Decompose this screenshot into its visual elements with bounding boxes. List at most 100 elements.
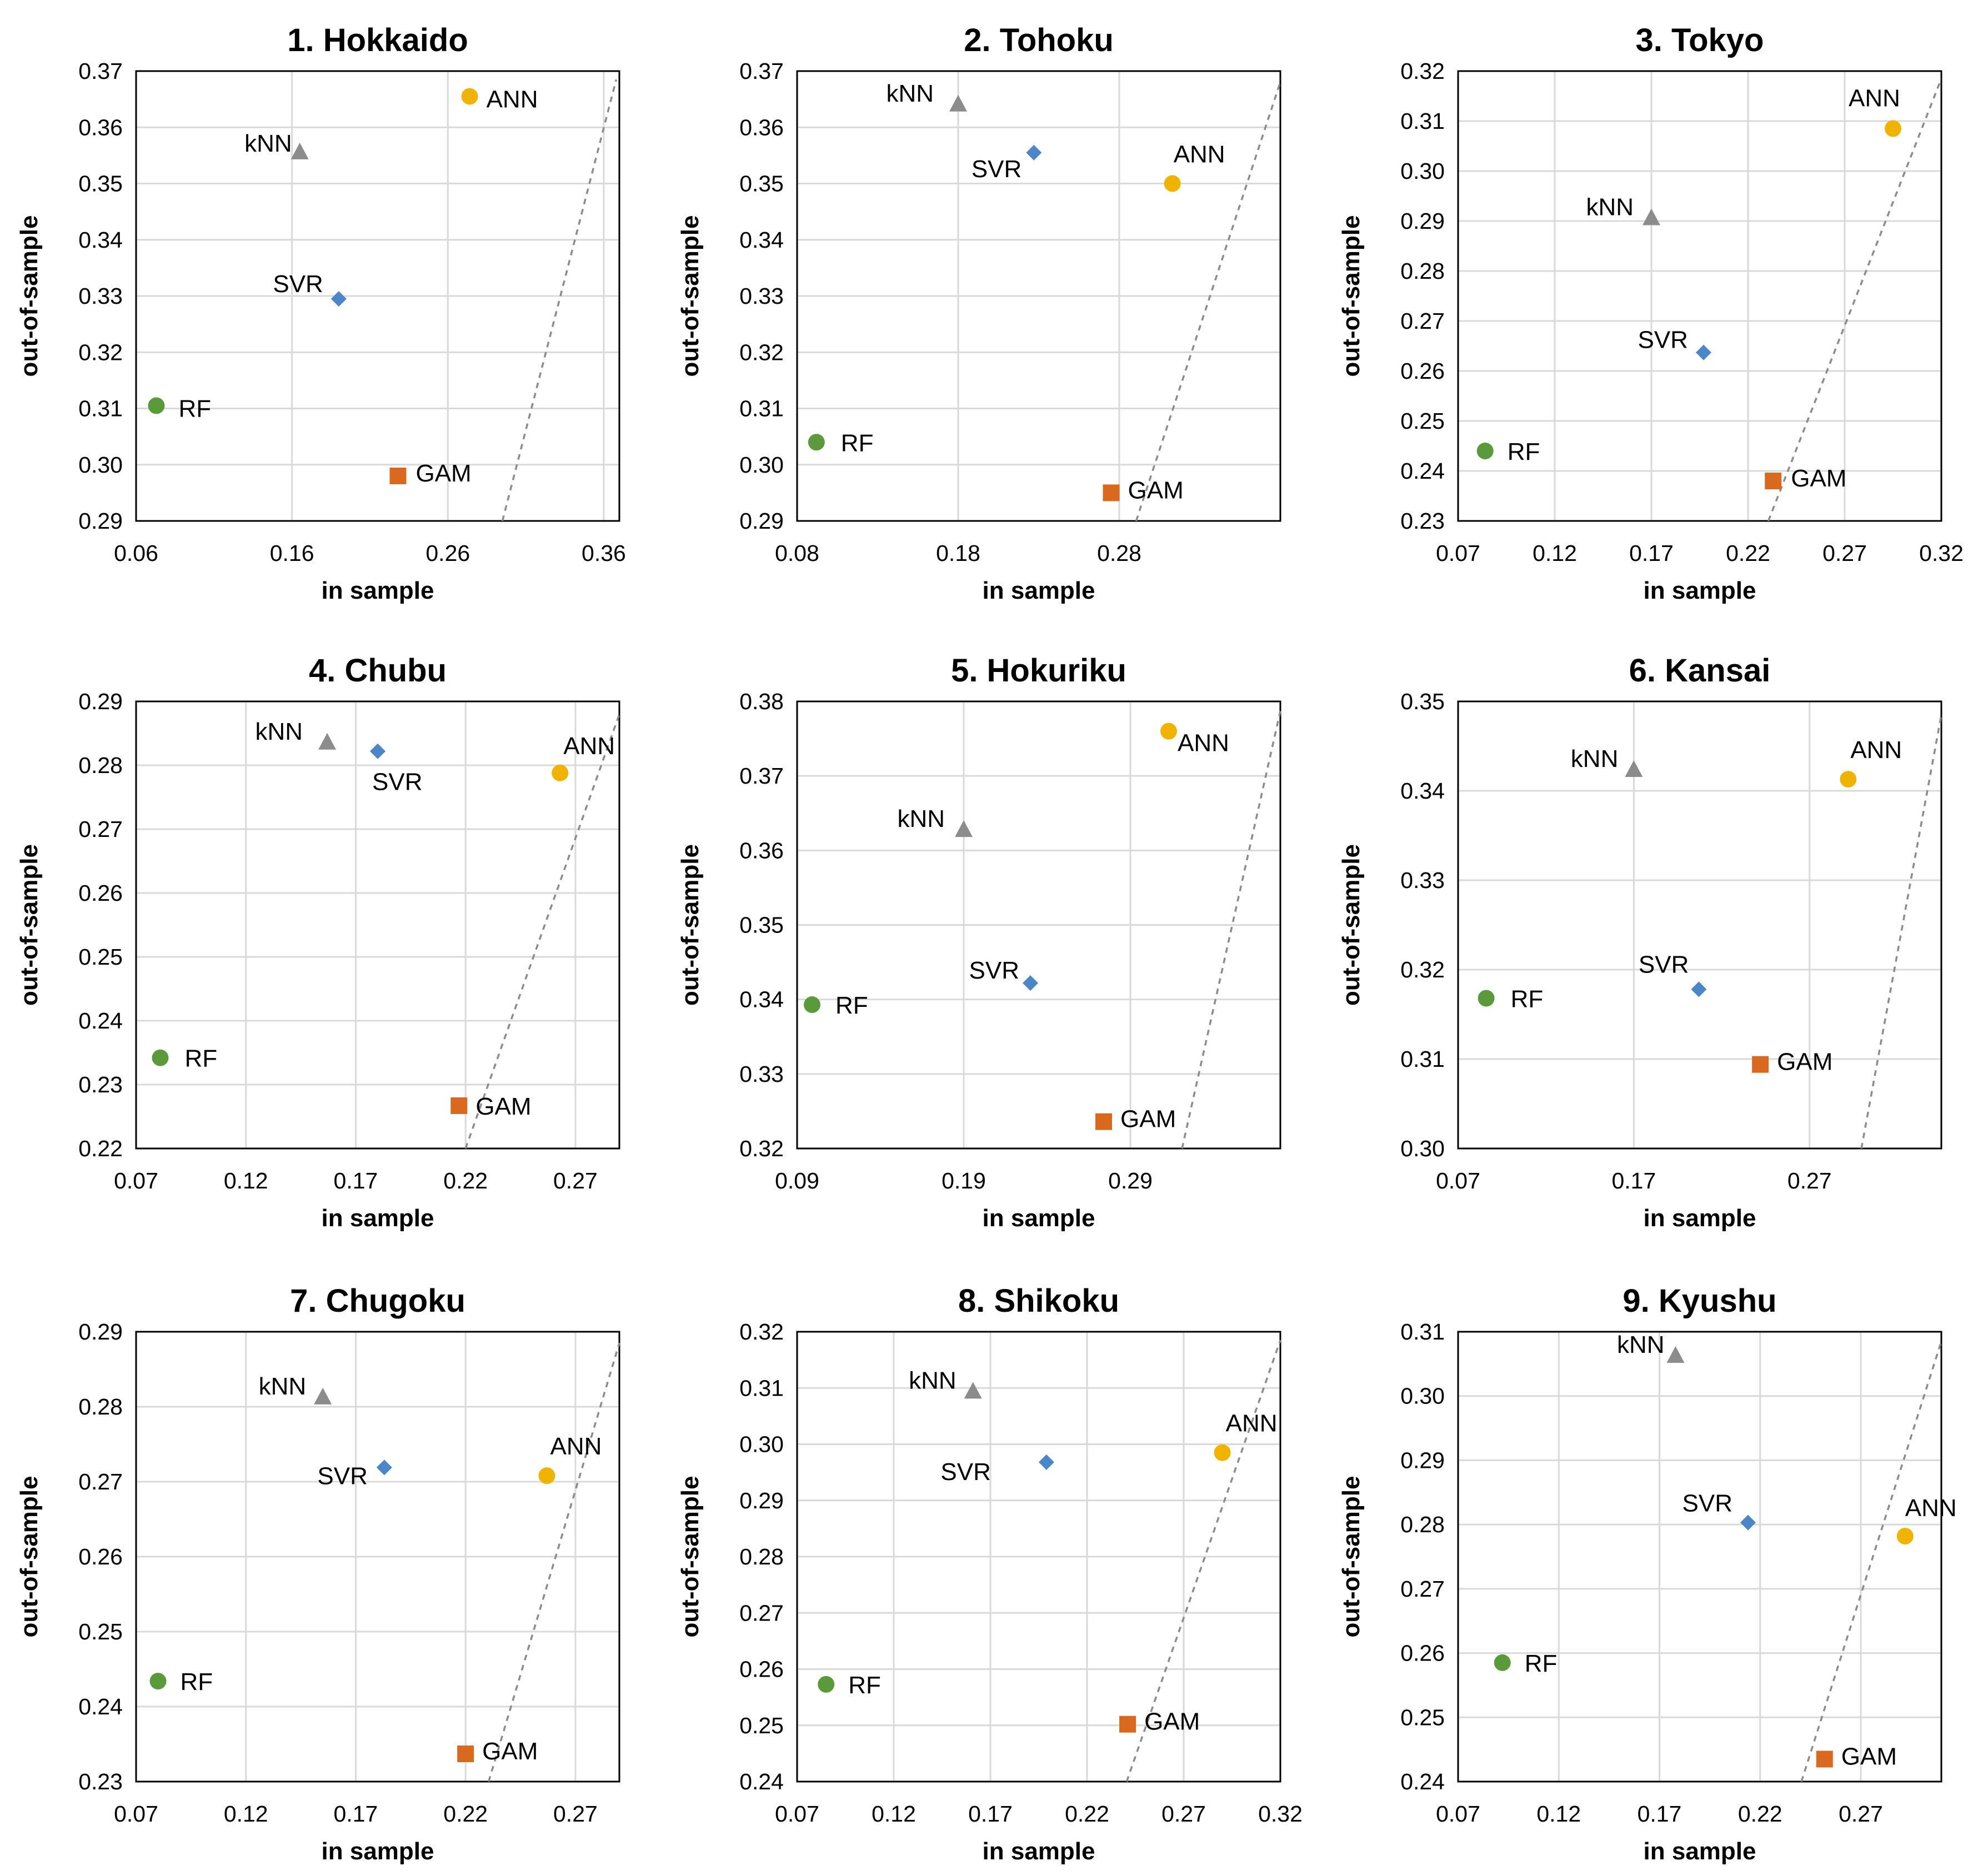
ann-point-label: ANN <box>1178 730 1229 757</box>
reference-diagonal-line <box>488 1342 620 1782</box>
x-tick-label: 0.17 <box>1611 1168 1656 1193</box>
x-tick-label: 0.07 <box>114 1168 158 1193</box>
panel-3: 0.23 0.24 0.25 0.26 0.27 0.28 0.29 0.30 0.31 0.32… <box>1338 22 1964 604</box>
x-tick-label: 0.36 <box>582 540 626 566</box>
x-tick-label: 0.27 <box>1839 1801 1883 1827</box>
y-tick-label: 0.25 <box>1400 1704 1445 1730</box>
x-tick-label: 0.12 <box>224 1168 268 1193</box>
y-tick-label: 0.28 <box>1400 258 1445 284</box>
y-tick-label: 0.26 <box>1400 1641 1445 1666</box>
x-tick-label: 0.17 <box>334 1168 378 1193</box>
svr-point-marker <box>1023 975 1038 991</box>
y-tick-label: 0.29 <box>78 689 123 714</box>
knn-point-marker <box>955 820 973 837</box>
svr-point-label: SVR <box>273 270 323 298</box>
y-tick-label: 0.22 <box>78 1136 123 1161</box>
svr-point-marker <box>370 743 385 759</box>
x-tick-label: 0.12 <box>1533 540 1577 566</box>
y-tick-label: 0.31 <box>78 396 123 422</box>
ann-point-label: ANN <box>563 733 615 760</box>
gam-point-marker <box>1095 1113 1112 1130</box>
chart-title: 8. Shikoku <box>958 1283 1119 1319</box>
rf-point-marker <box>148 397 165 414</box>
knn-point-marker <box>314 1387 332 1405</box>
x-axis-label: in sample <box>322 1838 434 1865</box>
y-tick-label: 0.29 <box>78 1319 123 1345</box>
ann-point-marker <box>552 764 569 781</box>
knn-point-label: kNN <box>1571 745 1619 773</box>
x-tick-label: 0.09 <box>775 1168 819 1193</box>
ann-point-label: ANN <box>1226 1410 1278 1437</box>
y-tick-label: 0.28 <box>1400 1512 1445 1537</box>
gam-point-marker <box>1816 1750 1833 1768</box>
y-tick-label: 0.32 <box>739 1319 784 1345</box>
panel-9: 0.24 0.25 0.26 0.27 0.28 0.29 0.30 0.31 0.07 0.12… <box>1338 1283 1957 1865</box>
x-axis-label: in sample <box>322 577 434 604</box>
x-tick-label: 0.17 <box>968 1801 1013 1827</box>
panel-1: 0.29 0.30 0.31 0.32 0.33 0.34 0.35 0.36 0.37 0.06… <box>16 22 626 604</box>
y-tick-label: 0.35 <box>739 912 784 938</box>
plot-frame <box>796 70 1281 522</box>
y-tick-label: 0.33 <box>78 283 123 309</box>
gam-point-marker <box>1119 1716 1136 1733</box>
knn-point-marker <box>964 1382 982 1399</box>
plot-frame <box>796 700 1281 1150</box>
ann-point-marker <box>1160 723 1177 740</box>
y-tick-label: 0.24 <box>78 1008 123 1034</box>
y-tick-label: 0.36 <box>739 837 784 863</box>
rf-point-label: RF <box>1511 986 1544 1013</box>
rf-point-marker <box>1494 1654 1511 1671</box>
gam-point-marker <box>1765 473 1782 489</box>
reference-diagonal-line <box>464 714 620 1149</box>
svr-point-marker <box>1695 344 1711 360</box>
x-tick-label: 0.27 <box>1161 1801 1206 1827</box>
y-tick-label: 0.34 <box>739 227 784 253</box>
rf-point-label: RF <box>848 1672 881 1699</box>
gam-point-marker <box>457 1745 474 1763</box>
x-tick-label: 0.07 <box>775 1801 819 1827</box>
ann-point-marker <box>1164 175 1181 192</box>
y-tick-label: 0.36 <box>739 114 784 140</box>
x-tick-label: 0.27 <box>553 1801 598 1827</box>
x-tick-label: 0.17 <box>334 1801 378 1827</box>
svr-point-label: SVR <box>972 156 1021 183</box>
gam-point-label: GAM <box>482 1738 538 1765</box>
y-tick-label: 0.27 <box>78 1469 123 1494</box>
ann-point-marker <box>538 1467 555 1484</box>
x-axis-label: in sample <box>1644 1838 1756 1865</box>
x-tick-label: 0.26 <box>425 540 470 566</box>
y-tick-label: 0.27 <box>1400 1576 1445 1602</box>
y-tick-label: 0.24 <box>1400 1769 1445 1794</box>
plot-frame <box>135 70 620 522</box>
rf-point-marker <box>1478 990 1495 1007</box>
y-tick-label: 0.23 <box>1400 508 1445 534</box>
ann-point-label: ANN <box>1849 85 1900 112</box>
x-tick-label: 0.29 <box>1108 1168 1153 1193</box>
gam-point-marker <box>1752 1056 1769 1073</box>
rf-point-marker <box>152 1049 169 1066</box>
y-tick-label: 0.25 <box>78 944 123 970</box>
y-axis-label: out-of-sample <box>16 844 43 1006</box>
y-tick-label: 0.34 <box>1400 778 1445 804</box>
chart-title: 1. Hokkaido <box>287 22 468 58</box>
rf-point-label: RF <box>841 429 874 457</box>
y-tick-label: 0.27 <box>739 1600 784 1626</box>
x-tick-label: 0.16 <box>270 540 314 566</box>
x-tick-label: 0.18 <box>936 540 980 566</box>
x-tick-label: 0.32 <box>1258 1801 1303 1827</box>
y-tick-label: 0.30 <box>1400 158 1445 184</box>
y-tick-label: 0.25 <box>739 1713 784 1738</box>
y-tick-label: 0.30 <box>1400 1383 1445 1409</box>
y-axis-label: out-of-sample <box>16 215 43 377</box>
y-tick-label: 0.35 <box>78 171 123 197</box>
rf-point-marker <box>818 1676 835 1693</box>
reference-diagonal-line <box>1135 79 1283 521</box>
ann-point-marker <box>1896 1527 1914 1544</box>
x-tick-label: 0.32 <box>1919 540 1964 566</box>
ann-point-marker <box>1214 1444 1231 1461</box>
knn-point-marker <box>318 733 337 750</box>
knn-point-label: kNN <box>244 130 292 157</box>
y-tick-label: 0.26 <box>78 1544 123 1569</box>
y-tick-label: 0.31 <box>739 1375 784 1401</box>
